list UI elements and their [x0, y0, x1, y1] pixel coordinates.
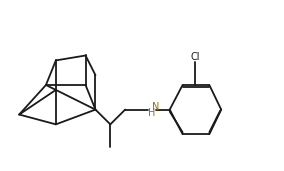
Text: Cl: Cl	[191, 52, 200, 62]
Text: N: N	[152, 102, 160, 112]
Text: H: H	[148, 108, 156, 117]
